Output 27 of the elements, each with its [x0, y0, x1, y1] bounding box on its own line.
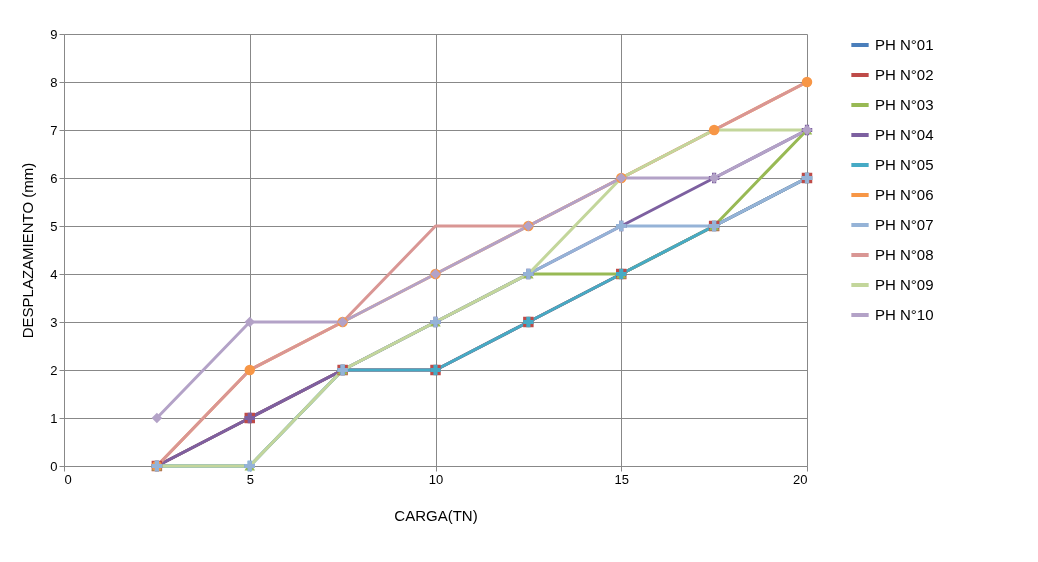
legend-label: PH N°03 — [875, 96, 934, 113]
y-tick-label: 5 — [50, 218, 58, 234]
x-tick-label: 20 — [793, 471, 808, 487]
y-tick-label: 4 — [50, 266, 58, 282]
y-tick-label: 8 — [50, 74, 58, 90]
x-tick-label: 15 — [614, 471, 629, 487]
y-tick-label: 3 — [50, 314, 58, 330]
x-tick-label: 0 — [64, 471, 72, 487]
y-tick-label: 7 — [50, 122, 58, 138]
y-tick-label: 1 — [50, 410, 58, 426]
y-axis-title: DESPLAZAMIENTO (mm) — [19, 162, 37, 339]
legend-label: PH N°04 — [875, 126, 934, 143]
legend-label: PH N°08 — [875, 246, 934, 263]
y-tick-label: 2 — [50, 362, 58, 378]
legend-label: PH N°06 — [875, 186, 934, 203]
y-tick-label: 0 — [50, 458, 58, 474]
legend-label: PH N°05 — [875, 156, 934, 173]
legend-label: PH N°07 — [875, 216, 934, 233]
x-axis-title: CARGA(TN) — [394, 506, 478, 524]
legend-label: PH N°02 — [875, 66, 934, 83]
legend-label: PH N°09 — [875, 276, 934, 293]
y-tick-label: 6 — [50, 170, 58, 186]
legend-label: PH N°01 — [875, 36, 934, 53]
y-tick-label: 9 — [50, 26, 58, 42]
x-tick-label: 10 — [428, 471, 444, 487]
legend-label: PH N°10 — [875, 306, 934, 323]
x-tick-label: 5 — [246, 471, 254, 487]
